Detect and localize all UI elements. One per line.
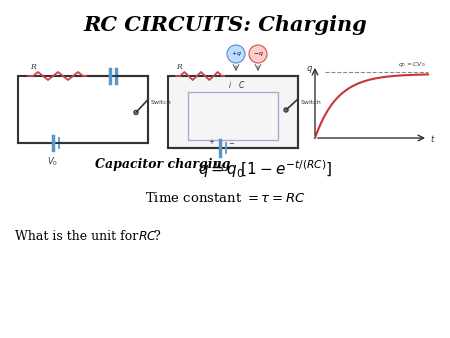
Text: $+$: $+$ <box>208 137 216 146</box>
Text: RC CIRCUITS: Charging: RC CIRCUITS: Charging <box>83 15 367 35</box>
Text: $+q$: $+q$ <box>230 49 242 58</box>
Circle shape <box>249 45 267 63</box>
Text: $i$: $i$ <box>228 78 232 90</box>
Text: $V_0$: $V_0$ <box>48 155 58 168</box>
Text: $q = q_0\!\left[1 - e^{-t/(RC)}\right]$: $q = q_0\!\left[1 - e^{-t/(RC)}\right]$ <box>198 158 332 180</box>
Text: $t$: $t$ <box>430 132 436 144</box>
Bar <box>188 92 278 140</box>
Text: $-$: $-$ <box>229 139 235 145</box>
Text: Switch: Switch <box>301 99 322 104</box>
Text: $q$: $q$ <box>306 64 313 75</box>
Text: $V_0$: $V_0$ <box>215 160 225 172</box>
Text: $C$: $C$ <box>238 78 245 90</box>
Text: $RC$: $RC$ <box>138 230 158 243</box>
Text: ?: ? <box>153 230 160 243</box>
Text: What is the unit for: What is the unit for <box>15 230 142 243</box>
Text: R: R <box>176 63 182 71</box>
Text: R: R <box>30 63 36 71</box>
Bar <box>168 76 298 148</box>
Circle shape <box>227 45 245 63</box>
Text: Time constant $= \tau = RC$: Time constant $= \tau = RC$ <box>145 191 305 205</box>
Text: Capacitor charging: Capacitor charging <box>95 158 230 171</box>
Bar <box>18 76 148 143</box>
Text: Switch: Switch <box>151 100 172 105</box>
Text: $-q$: $-q$ <box>252 50 264 58</box>
Text: $q_0 = CV_0$: $q_0 = CV_0$ <box>398 60 426 69</box>
